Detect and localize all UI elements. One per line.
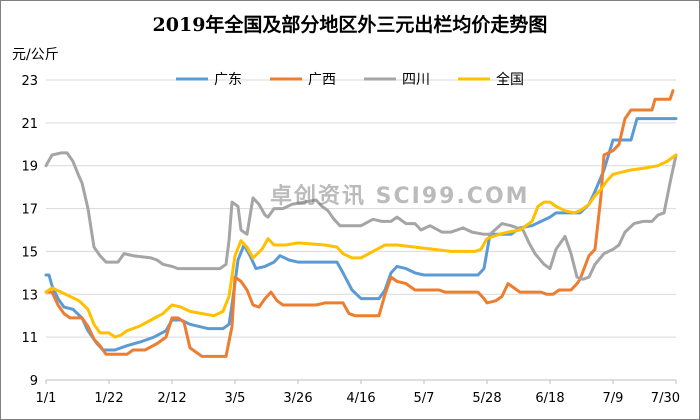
legend-label: 广东 — [214, 72, 242, 88]
watermark-text: 卓创资讯 SCI99.COM — [270, 184, 530, 209]
x-tick-label: 4/16 — [346, 391, 375, 406]
gridlines — [45, 79, 677, 384]
x-tick-label: 6/18 — [535, 391, 564, 406]
legend-label: 四川 — [402, 72, 430, 88]
y-tick-label: 15 — [21, 245, 38, 260]
x-tick-labels: 1/1 1/22 2/12 3/5 3/26 4/16 5/7 5/28 6/18 7/9 7/30 — [36, 391, 680, 406]
y-tick-label: 19 — [21, 160, 38, 175]
series-line-广西 — [44, 89, 675, 358]
x-tick-label: 3/26 — [283, 391, 312, 406]
chart-title: 2019年全国及部分地区外三元出栏均价走势图 — [152, 14, 548, 36]
y-tick-label: 9 — [30, 374, 38, 389]
x-tick-label: 5/7 — [414, 391, 435, 406]
legend-label: 广西 — [308, 72, 336, 88]
y-tick-label: 11 — [21, 331, 38, 346]
y-axis-unit-label: 元/公斤 — [12, 47, 59, 63]
y-tick-labels: 9 11 13 15 17 19 21 23 — [21, 74, 38, 389]
watermark: 卓创资讯 SCI99.COM — [270, 178, 530, 210]
series-lines — [44, 89, 678, 358]
legend: 广东 广西 四川 全国 — [176, 71, 524, 88]
x-tick-label: 5/28 — [472, 391, 501, 406]
series-line-广东 — [44, 117, 678, 352]
x-tick-label: 2/12 — [157, 391, 186, 406]
x-tick-label: 3/5 — [225, 391, 246, 406]
series-line-四川 — [44, 151, 678, 281]
y-tick-label: 23 — [21, 74, 38, 89]
y-tick-label: 17 — [21, 203, 38, 218]
series-line-全国 — [44, 153, 678, 339]
x-tick-label: 7/9 — [603, 391, 624, 406]
x-tick-label: 1/22 — [94, 391, 123, 406]
y-tick-label: 21 — [21, 117, 38, 132]
x-tick-label: 1/1 — [36, 391, 57, 406]
x-tick-label: 7/30 — [651, 391, 680, 406]
y-tick-label: 13 — [21, 288, 38, 303]
legend-label: 全国 — [496, 71, 524, 88]
